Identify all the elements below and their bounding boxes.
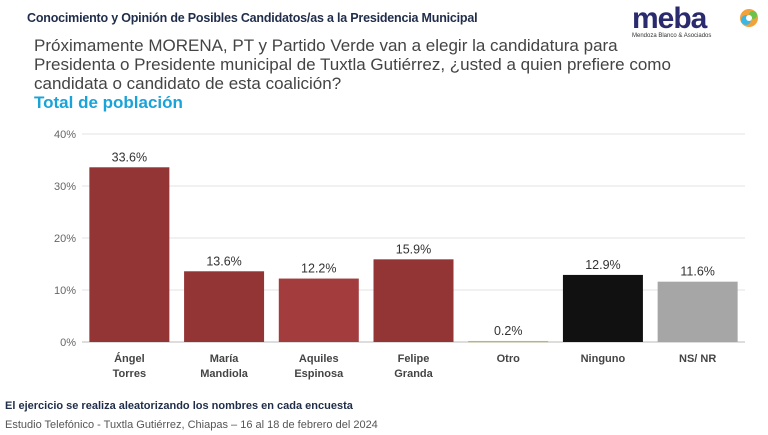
x-tick-label: Felipe: [398, 353, 430, 365]
data-label: 12.2%: [301, 262, 336, 276]
data-label: 12.9%: [585, 258, 620, 272]
logo-text: meba: [632, 2, 707, 35]
x-tick-label: Espinosa: [294, 368, 344, 380]
y-tick-label: 10%: [54, 285, 76, 297]
data-label: 11.6%: [680, 265, 715, 279]
footer-note: El ejercicio se realiza aleatorizando lo…: [5, 400, 353, 412]
x-tick-label: NS/ NR: [679, 353, 716, 365]
bar: [373, 259, 454, 342]
question-text: Próximamente MORENA, PT y Partido Verde …: [34, 36, 671, 93]
subtitle: Total de población: [34, 93, 183, 112]
y-tick-label: 30%: [54, 181, 76, 193]
y-tick-label: 20%: [54, 233, 76, 245]
bar: [89, 167, 170, 342]
bar: [468, 340, 549, 343]
y-tick-label: 40%: [54, 129, 76, 141]
x-tick-label: Torres: [113, 368, 146, 380]
bar-chart: 0% 10% 20% 30% 40% 33.6% Ángel Torres 13.6% María…: [54, 129, 745, 380]
x-tick-label: Otro: [497, 353, 521, 365]
logo: meba Mendoza Blanco & Asociados: [630, 2, 760, 42]
logo-drop-icon: [740, 9, 758, 27]
bar: [562, 274, 643, 342]
data-label: 15.9%: [396, 242, 431, 256]
x-tick-label: Granda: [394, 368, 433, 380]
x-tick-label: Mandiola: [200, 368, 249, 380]
logo-tagline: Mendoza Blanco & Asociados: [632, 33, 712, 39]
x-tick-label: María: [210, 353, 240, 365]
bar: [657, 281, 738, 342]
data-label: 13.6%: [206, 254, 241, 268]
x-tick-label: Ángel: [114, 352, 145, 365]
x-tick-label: Ninguno: [581, 353, 626, 365]
data-label: 33.6%: [112, 150, 147, 164]
footer-source: Estudio Telefónico - Tuxtla Gutiérrez, C…: [5, 419, 378, 431]
bar: [184, 271, 265, 342]
y-tick-label: 0%: [60, 337, 76, 349]
x-tick-label: Aquiles: [299, 353, 339, 365]
data-label: 0.2%: [494, 324, 523, 338]
bar: [278, 278, 359, 342]
header-title: Conocimiento y Opinión de Posibles Candi…: [27, 11, 478, 25]
